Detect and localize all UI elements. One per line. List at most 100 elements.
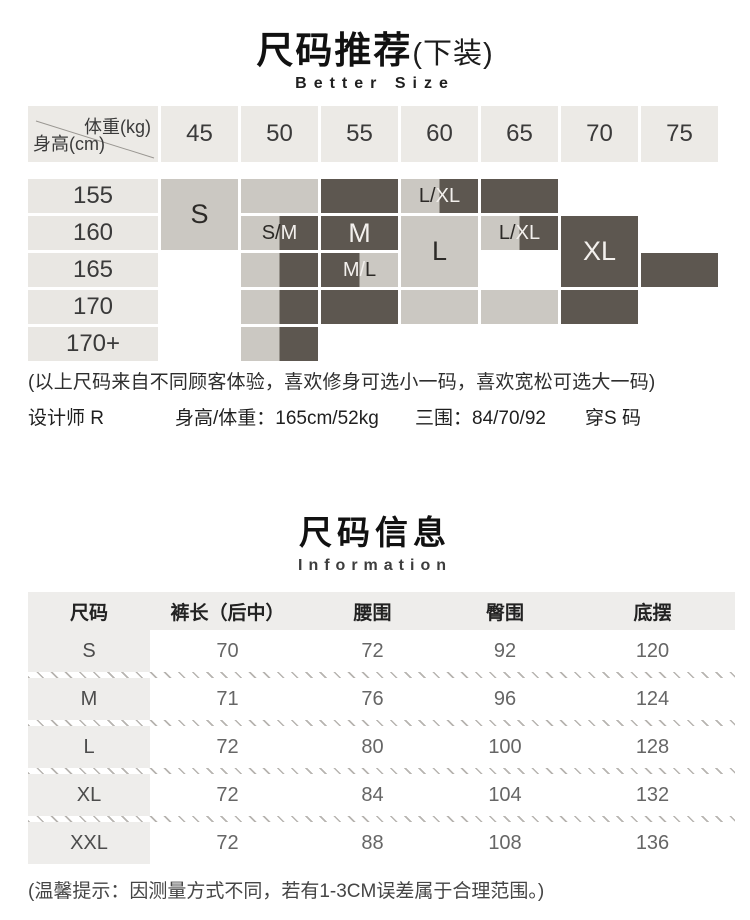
size-grid-cell-label: S: [190, 199, 209, 229]
info-table-header-cell: 裤长（后中）: [170, 602, 285, 624]
weight-header-60: 60: [401, 106, 478, 162]
info-table-value-cell: 72: [216, 735, 239, 758]
section1-title-main: 尺码推荐: [256, 30, 413, 71]
grid-corner-cell: 体重(kg) 身高(cm): [28, 106, 158, 162]
size-grid-cell: [321, 179, 398, 213]
designer-body-stats: 身高/体重：165cm/52kg: [175, 408, 379, 429]
size-grid-cell-label: L/: [498, 221, 516, 244]
size-info-table: 尺码 裤长（后中） 腰围 臀围 底摆 S 70 72 92 120 M 71 76 96 124 L 72 80 1…: [28, 592, 735, 864]
height-label-170: 170: [28, 290, 158, 324]
info-table-row-M: M 71 76 96 124: [28, 678, 735, 720]
weight-header-75: 75: [641, 106, 718, 162]
size-grid-cell: [641, 253, 718, 287]
size-grid-cell: [561, 290, 638, 324]
info-table-row-XXL: XXL 72 88 108 136: [28, 822, 735, 864]
section2-subtitle: Information: [298, 557, 452, 574]
dashed-row-separator: [28, 672, 735, 678]
info-table-value-cell: 72: [361, 639, 384, 662]
info-table-value-cell: 84: [361, 783, 384, 806]
size-grid-cell-label: M: [280, 221, 298, 244]
height-label-155: 155: [28, 179, 158, 213]
info-table-value-cell: 132: [635, 783, 670, 806]
size-grid-cell-label: XL: [435, 184, 461, 207]
info-table-value-cell: 120: [635, 639, 670, 662]
info-table-value-cell: 72: [216, 783, 239, 806]
size-grid-cell: [481, 290, 558, 324]
dashed-row-separator: [28, 768, 735, 774]
size-grid-cell: [401, 290, 478, 324]
info-table-value-cell: 96: [493, 687, 517, 710]
info-table-value-cell: 80: [361, 735, 384, 758]
dashed-row-separator: [28, 816, 735, 822]
size-recommendation-grid: 体重(kg) 身高(cm) 45 50 55 60 65 70 75 155 160 165 170 17…: [28, 106, 718, 361]
weight-header-65: 65: [481, 106, 558, 162]
info-table-header-cell: 臀围: [485, 602, 524, 624]
grid-note: (以上尺码来自不同顾客体验，喜欢修身可选小一码，喜欢宽松可选大一码): [28, 372, 656, 393]
section2-title: 尺码信息: [299, 514, 451, 551]
size-grid-cell: [241, 327, 318, 361]
size-grid-cell: [241, 179, 318, 213]
corner-height-label: 身高(cm): [33, 134, 105, 154]
weight-header-70: 70: [561, 106, 638, 162]
info-table-value-cell: 92: [493, 639, 517, 662]
size-grid-cell: XL: [561, 216, 638, 287]
size-grid-cell: S/M: [241, 216, 318, 250]
size-grid-cell: M: [321, 216, 398, 250]
info-table-size-cell: M: [28, 678, 150, 720]
weight-header-45: 45: [161, 106, 238, 162]
info-table-size-cell: S: [28, 630, 150, 672]
info-table-value-cell: 76: [361, 687, 384, 710]
info-table-value-cell: 124: [635, 687, 670, 710]
size-grid-cell: [241, 290, 318, 324]
size-grid-cell-label: S/: [261, 221, 281, 244]
size-grid-cell: L/XL: [481, 216, 558, 250]
size-grid-cell: M/L: [321, 253, 398, 287]
designer-measurements: 三围：84/70/92: [415, 408, 546, 429]
weight-header-50: 50: [241, 106, 318, 162]
size-grid-cell-label: L: [365, 258, 377, 281]
info-table-row-S: S 70 72 92 120: [28, 630, 735, 672]
info-table-row-L: L 72 80 100 128: [28, 726, 735, 768]
size-grid-cell-label: L: [431, 236, 448, 266]
info-table-header-cell: 底摆: [633, 602, 672, 624]
info-table-header-cell: 腰围: [353, 602, 392, 624]
size-grid-cell: [481, 179, 558, 213]
size-grid-cell-label: M: [348, 217, 371, 248]
info-table-header-row: 尺码 裤长（后中） 腰围 臀围 底摆: [28, 592, 735, 630]
designer-label: 设计师 R: [28, 408, 105, 429]
size-grid-cell-label: XL: [582, 236, 617, 266]
corner-weight-label: 体重(kg): [84, 117, 151, 137]
info-table-value-cell: 70: [216, 639, 239, 662]
info-table-header-cell: 尺码: [69, 602, 108, 624]
info-table-size-cell: XXL: [28, 822, 150, 864]
size-grid-cell-label: L/: [418, 184, 436, 207]
size-grid-cell-label: XL: [515, 221, 541, 244]
info-table-value-cell: 71: [216, 687, 239, 710]
weight-header-55: 55: [321, 106, 398, 162]
corner-diagonal-line: [35, 120, 155, 159]
info-table-size-cell: XL: [28, 774, 150, 816]
size-grid-cell: [321, 290, 398, 324]
info-table-value-cell: 100: [488, 735, 522, 758]
section1-subtitle: Better Size: [295, 75, 455, 92]
height-label-165: 165: [28, 253, 158, 287]
table-note: (温馨提示：因测量方式不同，若有1-3CM误差属于合理范围。): [28, 881, 545, 902]
info-table-row-XL: XL 72 84 104 132: [28, 774, 735, 816]
height-label-170+: 170+: [28, 327, 158, 361]
info-table-value-cell: 72: [216, 831, 239, 854]
info-table-value-cell: 128: [635, 735, 670, 758]
size-grid-cell: L/XL: [401, 179, 478, 213]
info-table-value-cell: 136: [635, 831, 670, 854]
section1-title: 尺码推荐(下装): [0, 0, 750, 74]
size-grid-cell: L: [401, 216, 478, 287]
height-label-160: 160: [28, 216, 158, 250]
designer-size-worn: 穿S 码: [585, 408, 641, 429]
dashed-row-separator: [28, 720, 735, 726]
info-table-size-cell: L: [28, 726, 150, 768]
size-grid-cell-label: M/: [342, 258, 366, 281]
info-table-value-cell: 88: [361, 831, 384, 854]
size-grid-cell: S: [161, 179, 238, 250]
size-grid-cell: [241, 253, 318, 287]
section1-title-suffix: (下装): [412, 38, 494, 70]
